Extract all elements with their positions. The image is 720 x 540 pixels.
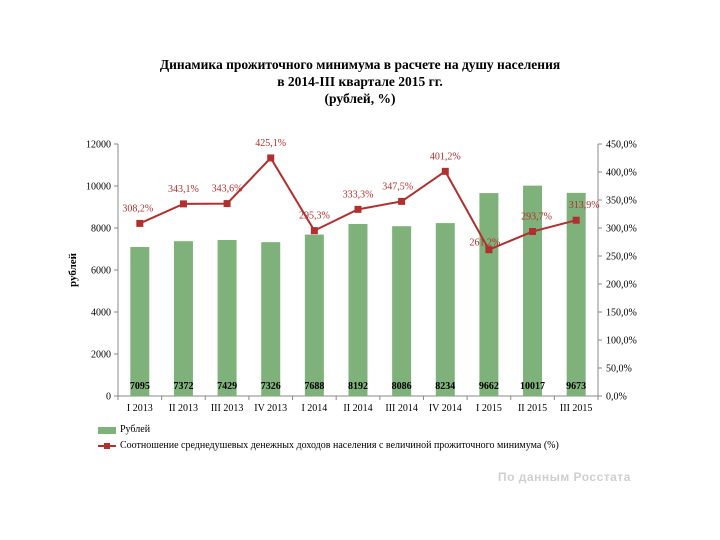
y2-tick-label: 450,0%	[606, 140, 637, 151]
x-tick-labels: I 2013 II 2013 III 2013 IV 2013 I 2014 II 201…	[127, 403, 593, 414]
line-value-label: 313,9%	[569, 200, 600, 211]
line-point	[136, 219, 144, 227]
x-tick-label: II 2014	[343, 403, 372, 414]
bar	[304, 234, 324, 396]
chart-legend: Рублей Соотношение среднедушевых денежны…	[98, 422, 559, 454]
bar	[435, 223, 455, 396]
bar-value-label: 7095	[130, 381, 150, 392]
line-value-label: 333,3%	[343, 189, 374, 200]
line-value-label: 343,6%	[212, 184, 243, 195]
line-value-label: 293,7%	[521, 212, 552, 223]
line-value-labels: 308,2% 343,1% 343,6% 425,1% 295,3% 333,3% 347,…	[122, 138, 599, 249]
legend-item-bars: Рублей	[98, 422, 559, 438]
bar	[523, 185, 543, 396]
line-point	[572, 216, 580, 224]
x-tick-label: III 2015	[560, 403, 593, 414]
y2-tick-label: 350,0%	[606, 196, 637, 207]
x-tick-label: III 2014	[385, 403, 418, 414]
y2-tick-labels: 0,0% 50,0% 100,0% 150,0% 200,0% 250,0% 300,0% 3…	[606, 140, 637, 403]
line-point	[354, 205, 362, 213]
bar-value-label: 7688	[304, 381, 324, 392]
line-value-label: 401,2%	[430, 151, 461, 162]
line-value-label: 343,1%	[168, 184, 199, 195]
line-point	[179, 200, 187, 208]
line-point	[310, 227, 318, 235]
x-tick-label: I 2015	[476, 403, 502, 414]
legend-bar-swatch	[98, 426, 116, 434]
line-point	[441, 167, 449, 175]
y2-tick-label: 50,0%	[606, 364, 632, 375]
chart-title-line-1: Динамика прожиточного минимума в расчете…	[159, 57, 561, 72]
y-tick-label: 6000	[91, 266, 111, 277]
x-tick-label: IV 2014	[429, 403, 462, 414]
line-point	[398, 197, 406, 205]
bar	[392, 226, 412, 396]
x-tick-label: II 2013	[169, 403, 198, 414]
y-tick-label: 10000	[86, 182, 111, 193]
line-value-label: 295,3%	[299, 211, 330, 222]
source-note: По данным Росстата	[498, 470, 631, 484]
bar-value-label: 8192	[348, 381, 368, 392]
y-axis-label: рублей	[67, 252, 79, 287]
line-value-label: 261,2%	[469, 238, 500, 249]
y2-tick-label: 250,0%	[606, 252, 637, 263]
y2-tick-label: 200,0%	[606, 280, 637, 291]
chart-title-line-3: (рублей, %)	[324, 91, 396, 106]
bar	[217, 239, 237, 396]
bar-value-label: 7429	[217, 381, 237, 392]
bar-value-label: 10017	[520, 381, 545, 392]
bar-value-label: 7326	[261, 381, 281, 392]
bar	[479, 193, 499, 396]
bar-value-label: 9673	[566, 381, 586, 392]
x-tick-label: I 2013	[127, 403, 153, 414]
line-point	[223, 200, 231, 208]
y-tick-label: 4000	[91, 308, 111, 319]
line-point	[267, 154, 275, 162]
line-value-label: 308,2%	[122, 203, 153, 214]
chart-title-line-2: в 2014-III квартале 2015 гг.	[277, 74, 443, 89]
y2-tick-label: 0,0%	[606, 392, 627, 403]
y-tick-label: 2000	[91, 350, 111, 361]
legend-line-swatch	[98, 442, 116, 450]
y-tick-label: 8000	[91, 224, 111, 235]
y2-tick-label: 150,0%	[606, 308, 637, 319]
line-series	[136, 154, 580, 254]
chart-axes	[114, 143, 602, 400]
x-tick-label: II 2015	[518, 403, 547, 414]
x-tick-label: III 2013	[211, 403, 244, 414]
y-tick-labels: 0 2000 4000 6000 8000 10000 12000	[86, 140, 111, 403]
line-point	[529, 228, 537, 236]
line-point	[485, 246, 493, 254]
bar	[261, 242, 281, 396]
bar-value-label: 9662	[479, 381, 499, 392]
y2-tick-label: 400,0%	[606, 168, 637, 179]
legend-item-line: Соотношение среднедушевых денежных доход…	[98, 438, 559, 454]
bar	[173, 241, 193, 396]
legend-line-label: Соотношение среднедушевых денежных доход…	[120, 440, 559, 451]
y2-tick-label: 100,0%	[606, 336, 637, 347]
bar-value-label: 8086	[392, 381, 412, 392]
line-value-label: 347,5%	[382, 181, 413, 192]
bar-value-labels: 7095 7372 7429 7326 7688 8192 8086 8234 9662 1001…	[130, 381, 586, 392]
bar-value-label: 7372	[173, 381, 193, 392]
legend-bar-label: Рублей	[120, 424, 151, 435]
line-value-label: 425,1%	[255, 138, 286, 149]
bar-value-label: 8234	[435, 381, 455, 392]
y2-tick-label: 300,0%	[606, 224, 637, 235]
bar	[130, 247, 150, 396]
x-tick-label: I 2014	[301, 403, 327, 414]
y-tick-label: 0	[106, 392, 111, 403]
bar-series	[130, 185, 586, 396]
bar	[566, 192, 586, 396]
bar	[348, 223, 368, 396]
y-tick-label: 12000	[86, 140, 111, 151]
x-tick-label: IV 2013	[254, 403, 287, 414]
chart-title: Динамика прожиточного минимума в расчете…	[0, 56, 720, 107]
